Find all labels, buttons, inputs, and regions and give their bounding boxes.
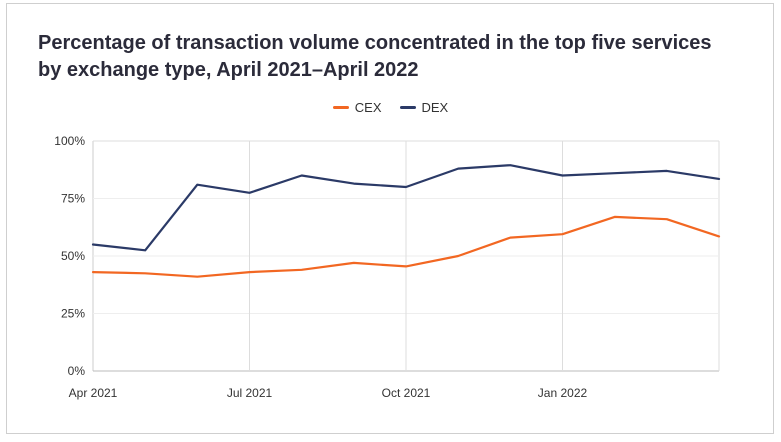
- legend-label-cex: CEX: [354, 100, 382, 115]
- series-line-cex: [91, 215, 721, 278]
- legend-item-dex: DEX: [399, 100, 449, 115]
- legend-swatch-cex: [332, 106, 349, 109]
- y-tick-label: 100%: [54, 134, 85, 148]
- y-tick-label: 25%: [61, 307, 85, 321]
- legend-swatch-dex: [399, 106, 416, 109]
- series-line-dex: [91, 164, 721, 252]
- y-tick-label: 0%: [68, 364, 86, 378]
- y-tick-label: 50%: [61, 249, 85, 263]
- y-tick-label: 75%: [61, 192, 85, 206]
- legend-label-dex: DEX: [421, 100, 449, 115]
- x-tick-label: Jul 2021: [227, 386, 273, 400]
- chart-title: Percentage of transaction volume concent…: [38, 32, 712, 81]
- chart-legend: CEX DEX: [0, 100, 781, 115]
- x-tick-label: Jan 2022: [538, 386, 588, 400]
- legend-item-cex: CEX: [332, 100, 382, 115]
- x-tick-label: Oct 2021: [382, 386, 431, 400]
- x-tick-label: Apr 2021: [69, 386, 118, 400]
